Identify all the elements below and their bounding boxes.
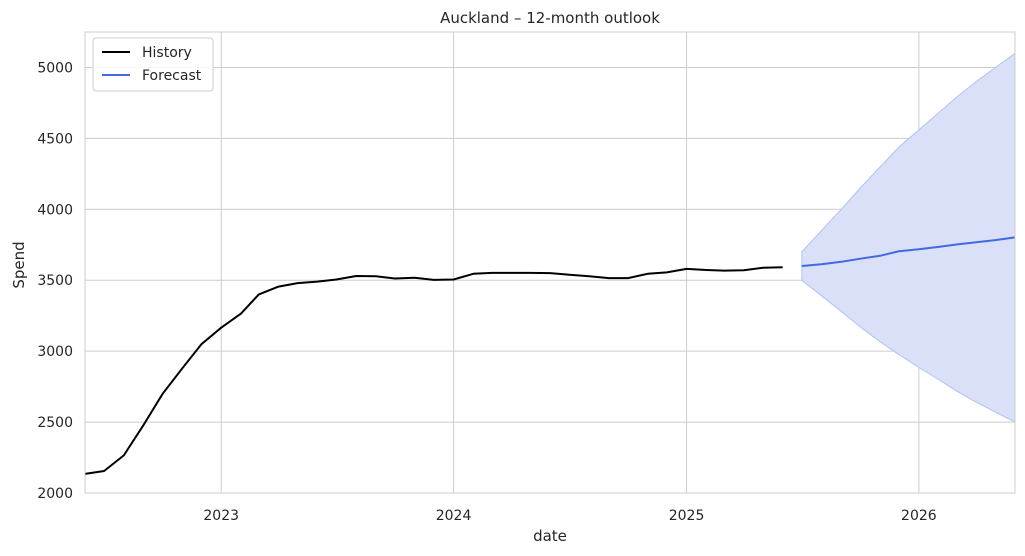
plot-frame [84,31,1016,494]
x-tick-label: 2025 [669,508,705,524]
chart-title: Auckland – 12-month outlook [440,9,660,27]
y-tick-label: 3500 [37,273,73,289]
y-tick-label: 3000 [37,344,73,360]
x-tick-label: 2024 [436,508,472,524]
y-tick-label: 2000 [37,486,73,502]
legend: History Forecast [92,37,214,92]
y-tick-label: 4000 [37,202,73,218]
forecast-line [801,236,1016,267]
y-tick-label: 5000 [37,60,73,76]
legend-label-forecast: Forecast [142,68,202,84]
y-tick-label: 2500 [37,415,73,431]
x-tick-label: 2023 [203,508,239,524]
y-axis-label: Spend [10,241,28,288]
y-tick-label: 4500 [37,131,73,147]
tick-labels: 2000 2500 3000 3500 4000 4500 5000 2023 2024 2025… [37,60,936,524]
legend-label-history: History [142,45,192,61]
x-tick-label: 2026 [901,508,937,524]
x-axis-label: date [533,527,567,545]
history-line [84,266,783,475]
series-lines [84,236,1016,475]
